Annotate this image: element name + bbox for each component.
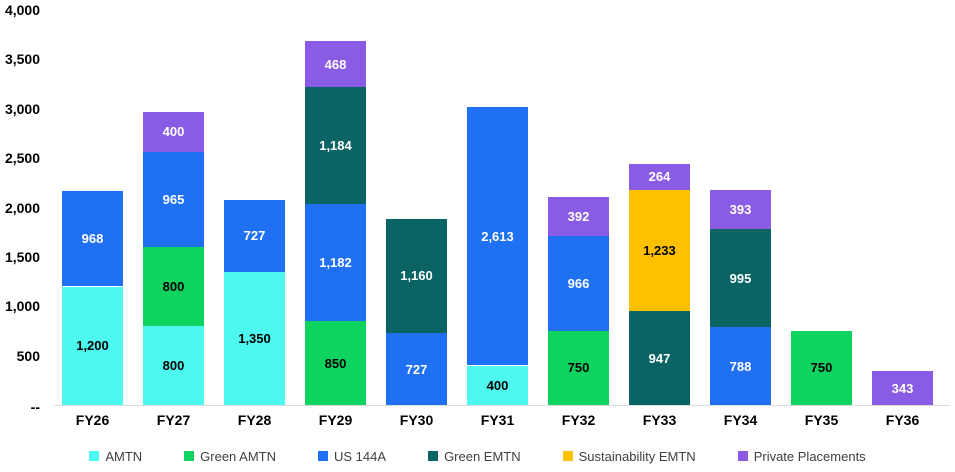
bar-value-label: 2,613 <box>481 228 514 244</box>
bar-value-label: 947 <box>648 350 671 366</box>
bar-segment: 2,613 <box>467 107 528 366</box>
bar-value-label: 727 <box>405 361 428 377</box>
bar-segment: 968 <box>62 190 123 287</box>
y-tick-label: 3,500 <box>4 51 40 68</box>
bar-segment: 1,350 <box>224 271 285 405</box>
legend-swatch-icon <box>562 451 573 461</box>
bar-value-label: 400 <box>486 377 509 393</box>
legend-swatch-icon <box>737 451 748 461</box>
legend-swatch-icon <box>318 451 329 461</box>
bar-value-label: 968 <box>81 231 104 247</box>
bar-value-label: 995 <box>729 270 752 286</box>
bar-segment: 393 <box>710 190 771 229</box>
legend-swatch-icon <box>428 451 439 461</box>
x-tick-label: FY34 <box>723 412 758 428</box>
bar-segment: 965 <box>143 151 204 247</box>
bar-segment: 1,200 <box>62 286 123 405</box>
bar-value-label: 966 <box>567 275 590 291</box>
bar-segment: 1,184 <box>305 87 366 205</box>
bar-segment: 1,182 <box>305 204 366 322</box>
legend-swatch-icon <box>184 451 195 461</box>
legend-label: Sustainability EMTN <box>578 448 696 464</box>
bar-value-label: 1,182 <box>319 255 352 271</box>
bar-segment: 1,233 <box>629 189 690 312</box>
bar-segment: 800 <box>143 247 204 326</box>
bar-value-label: 800 <box>162 279 185 294</box>
y-tick-label: 500 <box>16 347 40 364</box>
bar-segment: 727 <box>224 199 285 272</box>
legend: AMTN Green AMTN US 144A Green EMTN Sustainab… <box>0 446 955 466</box>
legend-item: Sustainability EMTN <box>562 448 696 464</box>
legend-label: US 144A <box>334 448 387 464</box>
bar-value-label: 393 <box>729 202 752 217</box>
y-tick-label: 2,500 <box>4 150 40 167</box>
bar-segment: 995 <box>710 228 771 328</box>
bar-value-label: 264 <box>648 169 671 185</box>
legend-item: AMTN <box>89 449 142 464</box>
bar-value-label: 468 <box>324 56 347 72</box>
bar-segment: 392 <box>548 196 609 236</box>
legend-item: Green EMTN <box>428 449 521 464</box>
bar-value-label: 1,200 <box>76 338 109 354</box>
bar-value-label: 392 <box>567 208 590 224</box>
x-tick-label: FY32 <box>561 412 596 428</box>
bar-value-label: 1,160 <box>400 268 433 284</box>
x-tick-label: FY26 <box>75 412 110 428</box>
bar-segment: 400 <box>143 112 204 152</box>
bar-value-label: 1,350 <box>238 330 271 346</box>
bar-value-label: 850 <box>324 355 347 371</box>
bar-value-label: 1,184 <box>319 138 352 154</box>
bar-segment: 800 <box>143 326 204 405</box>
bar-value-label: 343 <box>891 380 914 396</box>
legend-label: AMTN <box>105 448 143 464</box>
y-tick-label: 1,000 <box>4 298 40 315</box>
bar-value-label: 1,233 <box>643 243 676 259</box>
x-tick-label: FY28 <box>237 412 272 428</box>
y-tick-label: 3,000 <box>4 100 40 117</box>
bar-segment: 343 <box>872 371 933 405</box>
bar-segment: 264 <box>629 163 690 190</box>
bar-value-label: 800 <box>162 358 185 373</box>
x-axis-line <box>54 405 950 406</box>
bar-value-label: 965 <box>162 191 185 207</box>
bar-segment: 750 <box>791 330 852 405</box>
bar-segment: 750 <box>548 330 609 405</box>
bar-segment: 727 <box>386 333 447 405</box>
x-tick-label: FY36 <box>885 412 920 428</box>
x-tick-label: FY33 <box>642 412 677 428</box>
bar-value-label: 750 <box>810 360 833 376</box>
legend-label: Green AMTN <box>200 448 277 464</box>
y-tick-label: 1,500 <box>4 248 40 265</box>
x-tick-label: FY27 <box>156 412 191 428</box>
legend-swatch-icon <box>89 451 100 461</box>
bar-segment: 1,160 <box>386 218 447 334</box>
x-tick-label: FY30 <box>399 412 434 428</box>
bar-value-label: 727 <box>243 228 266 244</box>
legend-item: Green AMTN <box>184 449 276 464</box>
bar-value-label: 788 <box>729 358 752 374</box>
legend-item: US 144A <box>318 449 386 464</box>
legend-label: Private Placements <box>753 448 866 464</box>
bar-value-label: 400 <box>162 124 185 140</box>
x-tick-label: FY35 <box>804 412 839 428</box>
legend-item: Private Placements <box>737 448 866 464</box>
x-tick-label: FY31 <box>480 412 515 428</box>
bar-segment: 966 <box>548 235 609 331</box>
y-tick-label: -- <box>30 399 40 415</box>
bar-segment: 400 <box>467 365 528 405</box>
legend-label: Green EMTN <box>444 448 521 464</box>
x-tick-label: FY29 <box>318 412 353 428</box>
bar-segment: 850 <box>305 321 366 405</box>
y-tick-label: 4,000 <box>4 2 40 18</box>
bar-segment: 788 <box>710 327 771 405</box>
bar-segment: 947 <box>629 311 690 405</box>
bar-segment: 468 <box>305 41 366 88</box>
y-tick-label: 2,000 <box>4 199 40 216</box>
bar-value-label: 750 <box>567 360 590 376</box>
